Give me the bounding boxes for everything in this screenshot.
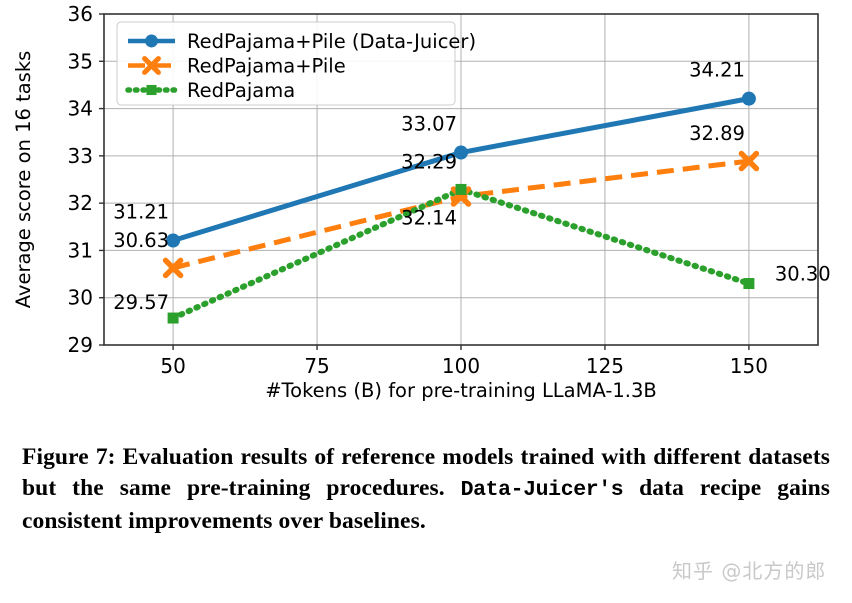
- data-point-label: 32.14: [401, 207, 457, 230]
- legend-label: RedPajama+Pile (Data-Juicer): [187, 30, 476, 53]
- x-axis-label: #Tokens (B) for pre-training LLaMA-1.3B: [265, 379, 657, 402]
- caption-suffix: data recipe gains consistent improvement…: [22, 475, 830, 534]
- data-point-marker: [146, 84, 157, 96]
- x-tick-label: 125: [586, 354, 624, 378]
- data-point-marker: [454, 145, 468, 160]
- line-chart: 50 75 100 125 150 29 30 31 32 33 34 35 36 #Tokens (B)…: [12, 2, 831, 402]
- x-tick-label: 150: [730, 354, 768, 378]
- caption-prefix: Figure 7: Evaluation results of referenc…: [22, 444, 830, 501]
- data-point-label: 31.21: [113, 200, 169, 223]
- legend-label: RedPajama+Pile: [187, 55, 346, 78]
- x-tick-label: 50: [160, 354, 185, 378]
- data-point-marker: [142, 56, 161, 75]
- y-tick-label: 36: [68, 2, 93, 26]
- y-tick-label: 29: [68, 333, 93, 357]
- data-point-marker: [741, 91, 756, 106]
- y-tick-label: 34: [68, 97, 93, 121]
- data-point-label: 30.30: [775, 263, 831, 286]
- y-axis-label: Average score on 16 tasks: [12, 51, 35, 309]
- data-point-marker: [743, 278, 755, 290]
- data-point-marker: [166, 233, 181, 248]
- y-tick-label: 31: [68, 238, 93, 262]
- data-point-label: 34.21: [689, 59, 745, 82]
- figure-chart: 50 75 100 125 150 29 30 31 32 33 34 35 36 #Tokens (B)…: [12, 2, 831, 402]
- data-point-marker: [738, 150, 760, 172]
- data-point-label: 30.63: [113, 229, 169, 252]
- watermark-text: 知乎 @北方的郎: [672, 559, 827, 583]
- data-point-marker: [145, 34, 158, 48]
- y-tick-label: 32: [68, 191, 93, 215]
- data-point-marker: [162, 257, 184, 279]
- y-tick-label: 33: [68, 144, 93, 168]
- y-tick-label: 30: [68, 286, 93, 310]
- data-point-label: 33.07: [401, 113, 457, 136]
- data-point-marker: [455, 183, 467, 195]
- x-tick-label: 75: [304, 354, 329, 378]
- y-tick-label: 35: [68, 49, 93, 73]
- data-point-label: 32.29: [401, 150, 457, 173]
- x-tick-label: 100: [442, 354, 480, 378]
- data-point-label: 32.89: [689, 122, 745, 145]
- legend-label: RedPajama: [187, 79, 295, 102]
- data-point-marker: [167, 312, 179, 324]
- data-point-label: 29.57: [113, 291, 169, 314]
- legend-box: [116, 21, 456, 106]
- caption-mono-term: Data-Juicer's: [460, 478, 624, 502]
- figure-caption: Figure 7: Evaluation results of referenc…: [22, 442, 830, 537]
